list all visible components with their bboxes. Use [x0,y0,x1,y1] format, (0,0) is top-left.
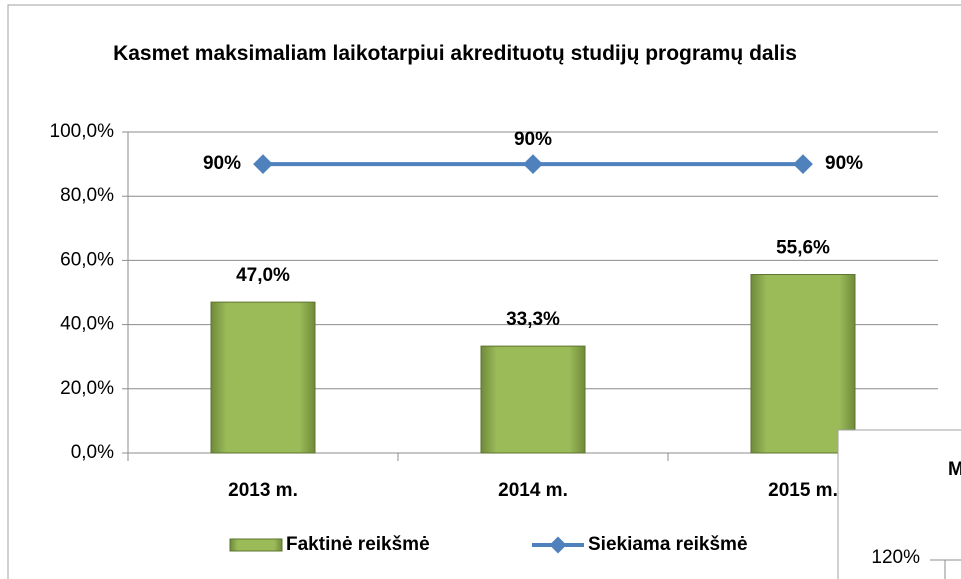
bar [480,345,586,454]
y-tick-label: 0,0% [71,442,114,463]
data-label: 47,0% [236,265,290,286]
overlay-y-tick-label: 120% [871,547,920,568]
bar [750,274,856,454]
overlay-title: M [948,459,961,480]
legend-label: Siekiama reikšmė [588,534,748,555]
y-tick-label: 100,0% [50,121,115,142]
data-label: 90% [203,153,241,174]
bar [210,301,316,454]
legend-swatch [549,536,567,554]
y-tick-label: 80,0% [60,185,114,206]
x-tick-label: 2015 m. [768,480,838,501]
data-label: 90% [514,129,552,150]
y-tick-label: 40,0% [60,314,114,335]
data-label: 90% [825,153,863,174]
y-tick-label: 60,0% [60,249,114,270]
marker [253,154,273,174]
data-label: 55,6% [776,238,830,259]
chart-title: Kasmet maksimaliam laikotarpiui akreditu… [113,42,797,65]
y-tick-label: 20,0% [60,378,114,399]
x-tick-label: 2013 m. [228,480,298,501]
data-label: 33,3% [506,309,560,330]
legend-swatch [229,538,283,552]
overlay-panel [837,429,961,579]
x-tick-label: 2014 m. [498,480,568,501]
legend-label: Faktinė reikšmė [286,534,430,555]
